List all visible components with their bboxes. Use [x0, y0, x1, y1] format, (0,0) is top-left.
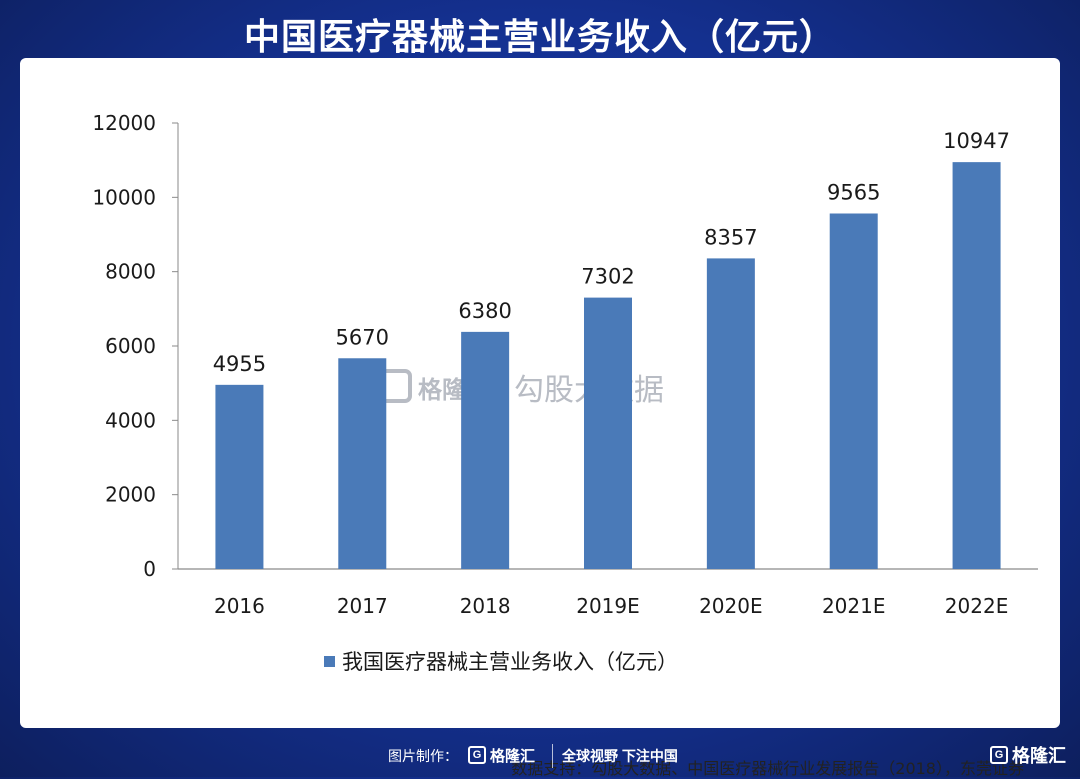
legend-label: 我国医疗器械主营业务收入（亿元） — [342, 650, 678, 674]
bar-value-label: 4955 — [213, 352, 266, 376]
footer-logo-text: 格隆汇 — [490, 747, 536, 765]
bar — [952, 162, 1001, 569]
bar — [584, 297, 632, 569]
x-tick-label: 2017 — [337, 594, 388, 618]
legend-swatch — [324, 656, 335, 667]
bar-value-label: 7302 — [581, 265, 634, 289]
corner-logo-text: 格隆汇 — [1012, 746, 1066, 766]
x-tick-label: 2021E — [822, 594, 886, 618]
footer-divider — [552, 744, 553, 768]
x-tick-label: 2019E — [576, 594, 640, 618]
source-note: 数据支持：勾股大数据、中国医疗器械行业发展报告（2018），东莞证券 — [511, 759, 1024, 778]
bar — [829, 213, 878, 569]
footer: 图片制作： G 格隆汇 全球视野 下注中国 G 格隆汇 — [0, 736, 1080, 777]
chart-bars: 4955 5670 6380 7302 8357 9565 10947 — [213, 129, 1010, 569]
y-tick-label: 10000 — [92, 185, 156, 209]
footer-credit-label: 图片制作： — [388, 748, 458, 764]
bar — [706, 258, 755, 569]
x-tick-label: 2018 — [460, 594, 511, 618]
chart-card: 格隆汇勾股大数据 0200040006000800010000120002016… — [20, 58, 1060, 778]
bar-value-label: 8357 — [704, 225, 757, 249]
footer-slogan: 全球视野 下注中国 — [562, 748, 678, 764]
bar-value-label: 10947 — [943, 129, 1010, 153]
y-tick-label: 6000 — [105, 334, 156, 358]
chart-legend: 我国医疗器械主营业务收入（亿元） — [324, 650, 678, 674]
bar-value-label: 5670 — [336, 325, 389, 349]
y-tick-label: 0 — [143, 557, 156, 581]
bar — [338, 358, 387, 569]
bar-value-label: 6380 — [458, 299, 511, 323]
x-tick-label: 2022E — [945, 594, 1009, 618]
bar — [215, 384, 264, 569]
bar — [461, 331, 510, 569]
y-tick-label: 12000 — [92, 111, 156, 135]
x-tick-label: 2020E — [699, 594, 763, 618]
x-tick-label: 2016 — [214, 594, 265, 618]
y-tick-label: 8000 — [105, 260, 156, 284]
corner-logo-mark-icon: G — [990, 746, 1008, 764]
bar-chart: 格隆汇勾股大数据 0200040006000800010000120002016… — [92, 111, 1038, 674]
corner-logo: G 格隆汇 — [990, 742, 1066, 768]
bar-value-label: 9565 — [827, 181, 880, 205]
y-tick-label: 2000 — [105, 483, 156, 507]
logo-mark-icon: G — [468, 746, 486, 764]
chart-axes: 0 2000 4000 6000 8000 10000 12000 2016 2017 2018 2… — [92, 111, 1038, 618]
page-title: 中国医疗器械主营业务收入（亿元） — [243, 17, 836, 58]
footer-logo: G 格隆汇 — [468, 742, 535, 768]
y-tick-label: 4000 — [105, 408, 156, 432]
